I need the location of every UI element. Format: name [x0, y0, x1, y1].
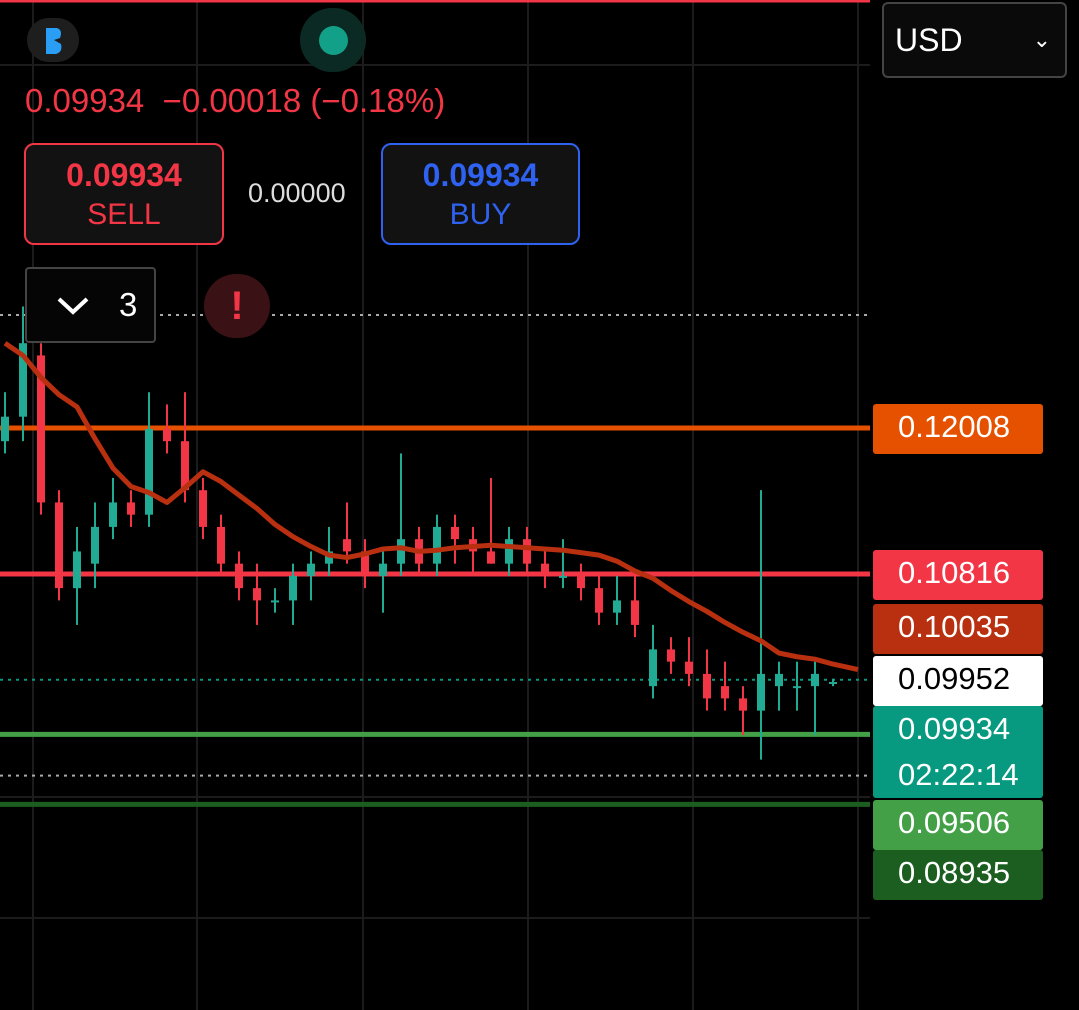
candle-body	[577, 575, 585, 589]
candle-body	[595, 588, 603, 613]
candle-body	[451, 526, 459, 540]
candle-body	[217, 526, 225, 564]
candle-body	[433, 526, 441, 564]
candle-body	[541, 563, 549, 576]
sell-label: SELL	[87, 198, 161, 231]
price-label-text: 0.09952	[898, 661, 1011, 696]
logo[interactable]	[27, 18, 79, 62]
buy-price: 0.09934	[422, 157, 539, 193]
candle-body	[649, 649, 657, 687]
currency: USD	[895, 22, 963, 58]
candle-body	[721, 686, 729, 699]
price-header: 0.09934 −0.00018 (−0.18%)	[25, 82, 445, 120]
orders-toggle[interactable]: 3	[25, 267, 156, 343]
price-label-text: 0.12008	[898, 409, 1011, 444]
candle-body	[703, 673, 711, 699]
price-label: 0.09934 02:22:14	[873, 706, 1043, 798]
candle-body	[685, 661, 693, 674]
candle-body	[145, 428, 153, 515]
change-pct: (−0.18%)	[310, 82, 446, 119]
price-label: 0.08935	[873, 850, 1043, 900]
candle-body	[523, 539, 531, 564]
candle-body	[181, 441, 189, 491]
price-label-text: 0.10816	[898, 555, 1011, 590]
candle-body	[91, 526, 99, 564]
candle-body	[163, 428, 171, 442]
candle-body	[343, 539, 351, 552]
change: −0.00018	[162, 82, 302, 119]
chevron: ⌄	[1032, 27, 1051, 52]
price-label-text: 0.09934	[898, 711, 1011, 746]
candle-body	[487, 551, 495, 564]
last-price: 0.09934	[25, 82, 145, 119]
candle-body	[739, 698, 747, 711]
sell-price: 0.09934	[66, 157, 182, 193]
candle-body	[55, 502, 63, 589]
candle-body	[253, 588, 261, 601]
candle-body	[1, 416, 9, 442]
candle-body	[19, 343, 27, 417]
candle-body	[199, 490, 207, 527]
candle-body	[811, 673, 819, 687]
price-label-text: 02:22:14	[898, 757, 1019, 792]
toggle-chevron	[57, 297, 89, 315]
candle-body	[667, 649, 675, 662]
orders-count: 3	[119, 286, 138, 323]
currency-select[interactable]: USD ⌄	[882, 2, 1067, 78]
price-label: 0.09506	[873, 800, 1043, 850]
candle-body	[235, 563, 243, 589]
candle-body	[613, 600, 621, 613]
candle-body	[379, 563, 387, 576]
sell-button[interactable]: 0.09934 SELL	[24, 143, 224, 245]
candle-body	[775, 673, 783, 687]
price-label: 0.10035	[873, 604, 1043, 654]
candle-body	[289, 575, 297, 601]
alert-icon[interactable]: !	[204, 274, 270, 338]
moving-average	[3, 341, 859, 673]
candle-body	[271, 600, 279, 603]
price-label: 0.09952	[873, 656, 1043, 706]
price-label-text: 0.08935	[898, 855, 1011, 890]
candle-body	[793, 686, 801, 689]
buy-label: BUY	[449, 198, 512, 231]
candle-body	[73, 551, 81, 589]
status[interactable]	[300, 8, 366, 72]
price-label-text: 0.09506	[898, 805, 1011, 840]
candle-body	[37, 355, 45, 503]
buy-button[interactable]: 0.09934 BUY	[381, 143, 580, 245]
candle-body	[127, 502, 135, 515]
status-dot	[318, 26, 348, 55]
candle-body	[505, 539, 513, 564]
spread: 0.00000	[248, 178, 346, 208]
candle-body	[109, 502, 117, 527]
logo-icon	[46, 28, 62, 54]
candle-body	[631, 600, 639, 625]
price-label: 0.12008	[873, 404, 1043, 454]
candle-body	[361, 551, 369, 576]
candle-body	[559, 575, 567, 578]
candle-body	[757, 673, 765, 711]
price-label: 0.10816	[873, 550, 1043, 600]
price-label-text: 0.10035	[898, 609, 1011, 644]
candle-body	[307, 563, 315, 576]
candle-body	[829, 681, 837, 684]
candle-body	[397, 539, 405, 564]
